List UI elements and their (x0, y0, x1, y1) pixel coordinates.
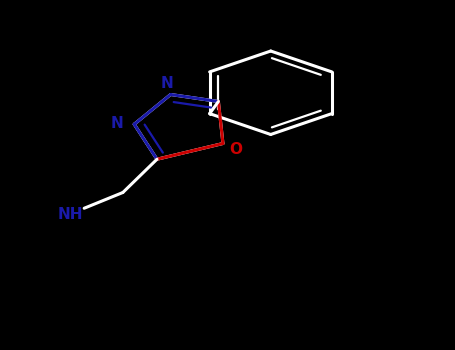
Text: N: N (161, 76, 174, 91)
Text: O: O (229, 142, 242, 157)
Text: NH: NH (58, 207, 83, 222)
Text: N: N (111, 116, 124, 131)
